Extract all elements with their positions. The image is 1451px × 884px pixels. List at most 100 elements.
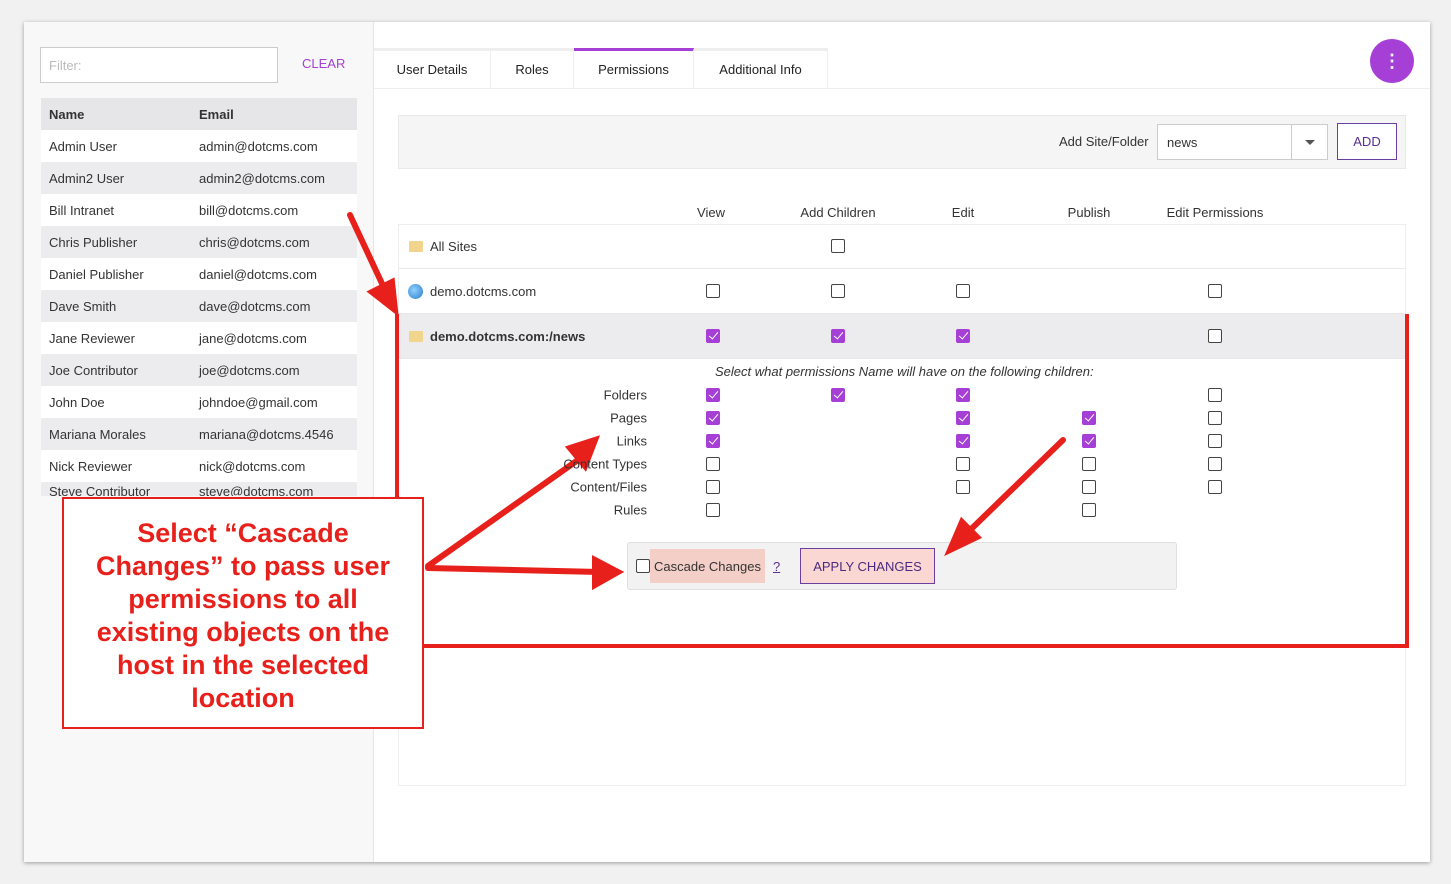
user-row[interactable]: Bill Intranet bill@dotcms.com xyxy=(41,194,357,226)
user-name: Admin2 User xyxy=(49,170,125,186)
user-row[interactable]: John Doe johndoe@gmail.com xyxy=(41,386,357,418)
child-permission-checkbox[interactable] xyxy=(706,388,720,402)
name-header: Name xyxy=(49,106,85,122)
user-row[interactable]: Admin User admin@dotcms.com xyxy=(41,130,357,162)
child-permission-checkbox[interactable] xyxy=(956,411,970,425)
child-permission-checkbox[interactable] xyxy=(956,480,970,494)
clear-button[interactable]: CLEAR xyxy=(302,56,346,71)
arrow-to-links xyxy=(425,452,588,569)
child-permission-checkbox[interactable] xyxy=(956,388,970,402)
column-header: Edit Permissions xyxy=(1166,205,1264,220)
user-row[interactable]: Steve Contributor steve@dotcms.com xyxy=(41,482,357,496)
permission-checkbox[interactable] xyxy=(706,284,720,298)
column-header: Add Children xyxy=(800,205,876,220)
column-header: View xyxy=(697,205,725,220)
chevron-down-icon[interactable] xyxy=(1291,125,1327,159)
permission-checkbox[interactable] xyxy=(706,329,720,343)
user-name: Daniel Publisher xyxy=(49,266,144,282)
child-permission-checkbox[interactable] xyxy=(956,457,970,471)
user-email: joe@dotcms.com xyxy=(199,362,300,378)
site-folder-value: news xyxy=(1167,135,1198,150)
children-hint: Select what permissions Name will have o… xyxy=(715,364,1094,379)
tab-additional-info[interactable]: Additional Info xyxy=(694,48,828,88)
row-name[interactable]: demo.dotcms.com xyxy=(430,283,537,299)
user-email: daniel@dotcms.com xyxy=(199,266,317,282)
child-permission-checkbox[interactable] xyxy=(1208,480,1222,494)
cascade-changes-checkbox[interactable] xyxy=(636,559,650,573)
user-row[interactable]: Joe Contributor joe@dotcms.com xyxy=(41,354,357,386)
row-name[interactable]: All Sites xyxy=(430,238,477,254)
child-permission-checkbox[interactable] xyxy=(706,503,720,517)
child-permission-checkbox[interactable] xyxy=(1082,434,1096,448)
user-row[interactable]: Dave Smith dave@dotcms.com xyxy=(41,290,357,322)
permission-checkbox[interactable] xyxy=(956,284,970,298)
child-permission-checkbox[interactable] xyxy=(956,434,970,448)
user-name: Joe Contributor xyxy=(49,362,138,378)
permission-checkbox[interactable] xyxy=(1208,329,1222,343)
child-permission-checkbox[interactable] xyxy=(1208,388,1222,402)
permission-checkbox[interactable] xyxy=(831,329,845,343)
site-folder-select[interactable]: news xyxy=(1157,124,1328,160)
permission-row: demo.dotcms.com:/news xyxy=(399,314,1405,359)
permission-row: demo.dotcms.com xyxy=(399,269,1405,314)
child-permission-checkbox[interactable] xyxy=(1208,411,1222,425)
user-name: Mariana Morales xyxy=(49,426,146,442)
add-button[interactable]: ADD xyxy=(1337,123,1397,160)
child-permission-checkbox[interactable] xyxy=(1082,411,1096,425)
user-email: bill@dotcms.com xyxy=(199,202,299,218)
permission-checkbox[interactable] xyxy=(831,284,845,298)
tab-divider xyxy=(374,88,1430,89)
child-permission-checkbox[interactable] xyxy=(1082,503,1096,517)
child-permission-checkbox[interactable] xyxy=(706,434,720,448)
user-row[interactable]: Jane Reviewer jane@dotcms.com xyxy=(41,322,357,354)
user-email: jane@dotcms.com xyxy=(199,330,307,346)
folder-icon xyxy=(409,240,423,252)
vertical-dots-icon[interactable]: ⋮ xyxy=(1370,39,1414,83)
user-email: admin2@dotcms.com xyxy=(199,170,325,186)
child-type-label: Content/Files xyxy=(570,479,647,495)
table-header: Name Email xyxy=(41,98,357,130)
user-row[interactable]: Admin2 User admin2@dotcms.com xyxy=(41,162,357,194)
apply-changes-button[interactable]: APPLY CHANGES xyxy=(800,548,935,584)
child-permission-checkbox[interactable] xyxy=(1208,434,1222,448)
user-name: Admin User xyxy=(49,138,117,154)
annotation-callout: Select “Cascade Changes” to pass user pe… xyxy=(62,497,424,729)
email-header: Email xyxy=(199,106,234,122)
column-header: Edit xyxy=(951,205,975,220)
user-email: admin@dotcms.com xyxy=(199,138,318,154)
column-header: Publish xyxy=(1067,205,1111,220)
arrowhead xyxy=(366,277,399,317)
child-permission-checkbox[interactable] xyxy=(706,411,720,425)
child-permission-checkbox[interactable] xyxy=(706,457,720,471)
tab-roles[interactable]: Roles xyxy=(491,48,574,88)
permission-checkbox[interactable] xyxy=(1208,284,1222,298)
tab-user-details[interactable]: User Details xyxy=(374,48,491,88)
folder-icon xyxy=(409,330,423,342)
child-permission-checkbox[interactable] xyxy=(831,388,845,402)
permission-checkbox[interactable] xyxy=(956,329,970,343)
user-email: chris@dotcms.com xyxy=(199,234,310,250)
user-name: John Doe xyxy=(49,394,105,410)
filter-input[interactable] xyxy=(40,47,278,83)
user-row[interactable]: Nick Reviewer nick@dotcms.com xyxy=(41,450,357,482)
child-type-label: Rules xyxy=(613,502,647,518)
user-row[interactable]: Chris Publisher chris@dotcms.com xyxy=(41,226,357,258)
child-permission-checkbox[interactable] xyxy=(706,480,720,494)
row-name[interactable]: demo.dotcms.com:/news xyxy=(430,328,586,344)
user-row[interactable]: Mariana Morales mariana@dotcms.4546 xyxy=(41,418,357,450)
cascade-changes-label[interactable]: Cascade Changes xyxy=(650,549,765,583)
child-permission-checkbox[interactable] xyxy=(1082,480,1096,494)
user-email: dave@dotcms.com xyxy=(199,298,311,314)
child-permission-checkbox[interactable] xyxy=(1082,457,1096,471)
tab-permissions[interactable]: Permissions xyxy=(574,48,694,88)
user-row[interactable]: Daniel Publisher daniel@dotcms.com xyxy=(41,258,357,290)
help-link[interactable]: ? xyxy=(773,559,781,574)
permission-checkbox[interactable] xyxy=(831,239,845,253)
permission-row: All Sites xyxy=(399,224,1405,269)
user-email: johndoe@gmail.com xyxy=(199,394,318,410)
user-email: steve@dotcms.com xyxy=(199,484,314,496)
child-permission-checkbox[interactable] xyxy=(1208,457,1222,471)
user-name: Nick Reviewer xyxy=(49,458,133,474)
user-name: Bill Intranet xyxy=(49,202,115,218)
